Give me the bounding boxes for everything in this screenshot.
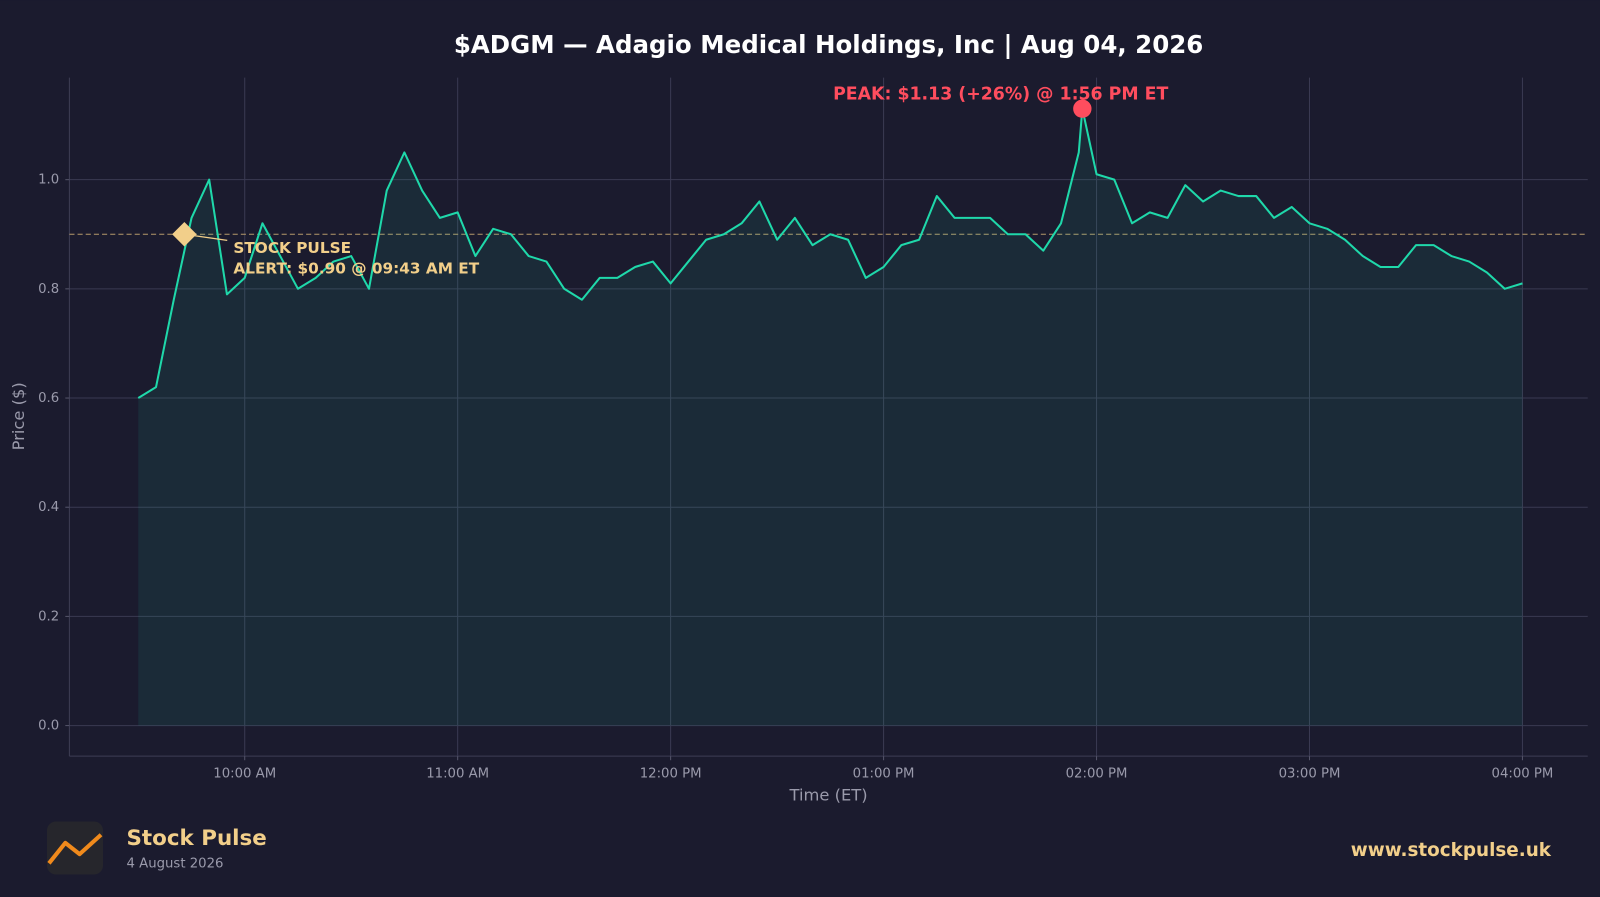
y-tick-label: 0.4 [38,500,59,515]
peak-label: PEAK: $1.13 (+26%) @ 1:56 PM ET [833,84,1168,104]
chart-title: $ADGM — Adagio Medical Holdings, Inc | A… [454,30,1203,59]
x-tick-label: 03:00 PM [1279,767,1341,782]
x-tick-label: 10:00 AM [213,767,276,782]
y-axis-label: Price ($) [9,382,28,450]
logo [46,821,104,875]
y-tick-label: 0.0 [38,719,59,734]
y-tick-label: 1.0 [38,173,59,188]
y-tick-label: 0.8 [38,282,59,297]
y-tick-label: 0.6 [38,391,59,406]
brand-name: Stock Pulse [127,826,267,851]
website: www.stockpulse.uk [1351,840,1552,861]
area [138,108,1523,726]
line [137,107,1523,399]
x-tick-label: 12:00 PM [640,767,702,782]
x-tick-label: 02:00 PM [1066,767,1128,782]
x-tick-label: 11:00 AM [426,767,489,782]
x-axis-label: Time (ET) [789,785,868,804]
x-tick-label: 04:00 PM [1492,767,1554,782]
alert-marker [172,222,197,247]
peak-marker [1073,99,1092,118]
brand-date: 4 August 2026 [127,856,224,871]
alert-label: ALERT: $0.90 @ 09:43 AM ET [233,259,479,277]
plot-area: 0.0 0.2 0.4 0.6 0.8 1.0 10:00 AM 11:00 AM 12:00 … [38,77,1588,782]
y-tick-label: 0.2 [38,609,59,624]
alert-label: STOCK PULSE [233,239,351,257]
x-tick-label: 01:00 PM [853,767,915,782]
